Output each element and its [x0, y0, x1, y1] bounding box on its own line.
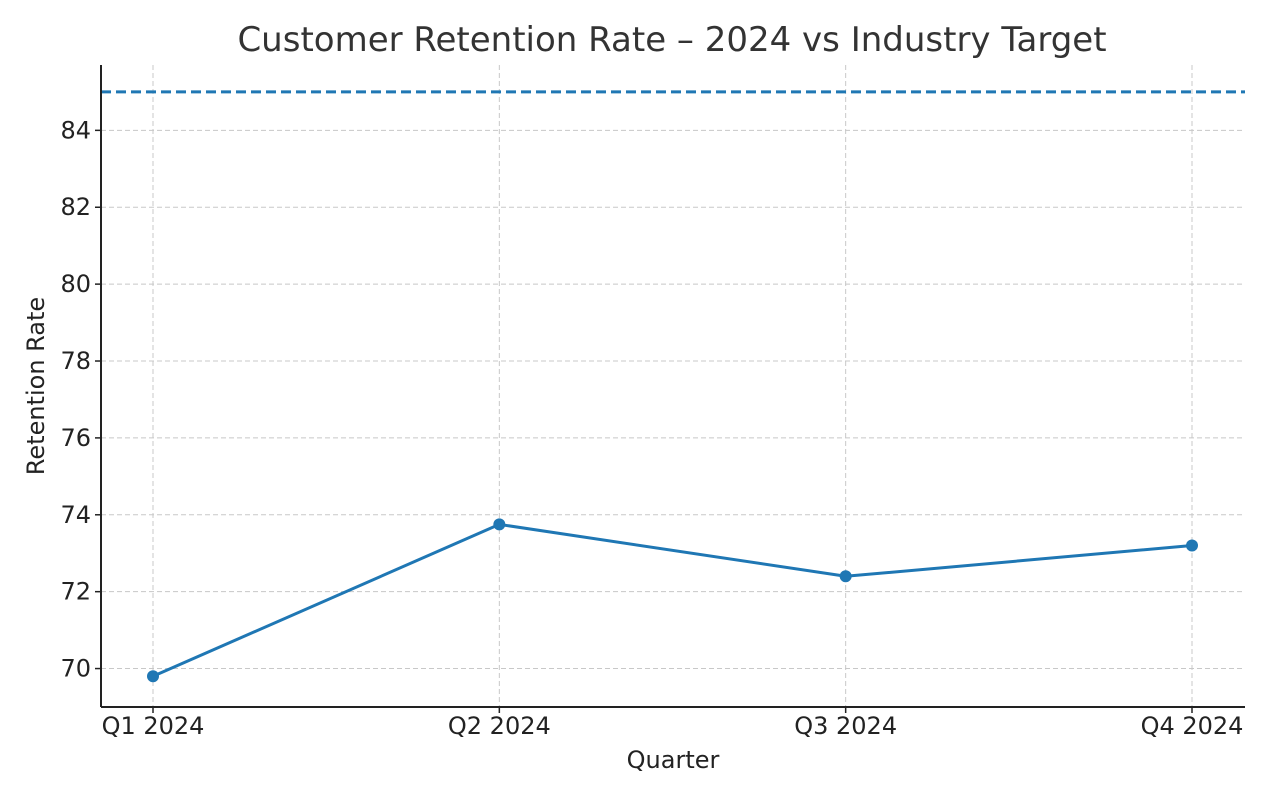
y-tick-label: 78: [60, 347, 91, 375]
y-tick-label: 72: [60, 578, 91, 606]
y-tick-label: 70: [60, 655, 91, 683]
y-tick-label: 74: [60, 501, 91, 529]
tick-layer: 70 72 74 76 78 80 82 84 Q1 2024 Q2 2024 Q3 2024 Q4 …: [60, 116, 1243, 740]
chart-title: Customer Retention Rate – 2024 vs Indust…: [237, 20, 1106, 60]
grid-layer: [101, 65, 1245, 707]
x-axis-label: Quarter: [627, 746, 720, 774]
y-tick-label: 84: [60, 116, 91, 144]
retention-data-point: [493, 518, 506, 531]
retention-series-line: [152, 522, 1193, 678]
x-tick-label: Q1 2024: [102, 712, 205, 740]
x-tick-label: Q2 2024: [448, 712, 551, 740]
x-tick-label: Q3 2024: [794, 712, 897, 740]
y-tick-label: 82: [60, 193, 91, 221]
series-layer: [147, 518, 1198, 683]
retention-data-point: [147, 670, 159, 683]
y-tick-label: 80: [60, 270, 91, 298]
retention-data-point: [839, 570, 852, 583]
y-tick-label: 76: [60, 424, 91, 452]
x-tick-label: Q4 2024: [1141, 712, 1244, 740]
retention-data-point: [1186, 539, 1198, 552]
y-axis-label: Retention Rate: [22, 297, 50, 475]
